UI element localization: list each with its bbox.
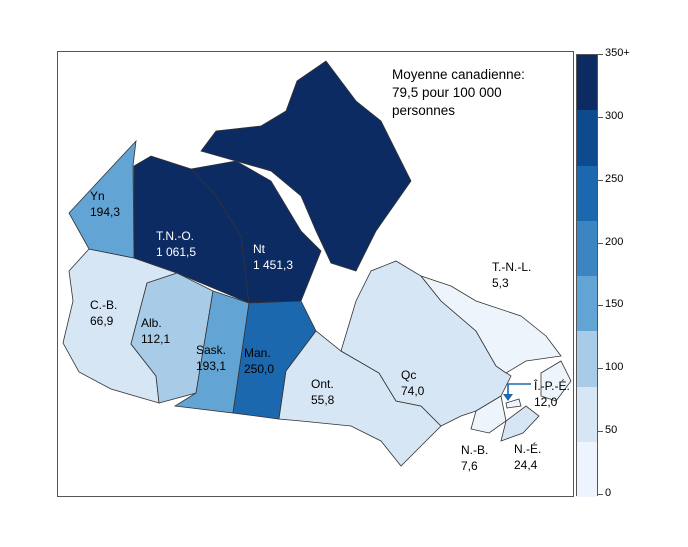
label-nb-name: N.-B.: [461, 443, 489, 457]
national-average-line2: 79,5 pour 100 000: [392, 85, 502, 100]
ipe-pointer-arrow: [503, 394, 513, 401]
legend-swatch: [577, 55, 597, 111]
label-ipe-name: Î.-P.-É.: [534, 379, 570, 393]
label-sask: Sask. 193,1: [196, 342, 226, 374]
legend-tick-label: 150: [605, 298, 624, 311]
legend-swatch: [577, 165, 597, 221]
label-nb-value: 7,6: [461, 459, 478, 473]
label-ne: N.-É. 24,4: [514, 441, 541, 473]
label-tno-value: 1 061,5: [156, 245, 197, 259]
label-nt-name: Nt: [253, 242, 265, 256]
label-man-value: 250,0: [244, 362, 275, 376]
legend-tick: [598, 431, 603, 433]
legend-tick-label: 350+: [605, 47, 630, 59]
label-qc: Qc 74,0: [401, 367, 424, 399]
label-sask-value: 193,1: [196, 359, 227, 373]
legend-swatch: [577, 110, 597, 166]
label-ipe: Î.-P.-É. 12,0: [534, 378, 570, 410]
label-man: Man. 250,0: [244, 345, 274, 377]
label-yn-name: Yn: [90, 189, 105, 203]
legend-tick-label: 250: [605, 172, 624, 185]
label-ont-value: 55,8: [311, 393, 335, 407]
legend-tick: [598, 368, 603, 370]
national-average-line1: Moyenne canadienne:: [392, 67, 525, 82]
canada-map: [62, 60, 572, 467]
legend-swatch: [577, 220, 597, 276]
legend-swatch: [577, 276, 597, 332]
legend-tick-label: 0: [605, 487, 612, 499]
region-nb[interactable]: [470, 395, 507, 434]
label-sask-name: Sask.: [196, 343, 227, 357]
legend-swatch: [577, 441, 597, 497]
label-man-name: Man.: [244, 346, 271, 360]
label-yn-value: 194,3: [90, 205, 121, 219]
label-tnl-name: T.-N.-L.: [492, 260, 532, 274]
label-alb-value: 112,1: [141, 332, 171, 346]
label-ne-name: N.-É.: [514, 442, 542, 456]
label-yn: Yn 194,3: [90, 188, 120, 220]
region-nt-mainland[interactable]: [190, 160, 322, 304]
region-qc[interactable]: [340, 260, 512, 427]
region-nt-islands[interactable]: [200, 60, 412, 272]
label-alb-name: Alb.: [141, 316, 162, 330]
label-ont: Ont. 55,8: [311, 376, 334, 408]
region-tnl[interactable]: [419, 275, 562, 374]
legend-swatch: [577, 386, 597, 442]
label-cb-value: 66,9: [90, 314, 114, 328]
label-qc-name: Qc: [401, 368, 417, 382]
label-cb: C.-B. 66,9: [90, 297, 117, 329]
legend-swatch: [577, 331, 597, 387]
legend-tick: [598, 494, 603, 495]
label-ipe-value: 12,0: [534, 395, 558, 409]
legend-tick-label: 100: [605, 361, 624, 374]
region-tnl-island[interactable]: [540, 360, 572, 402]
label-ne-value: 24,4: [514, 458, 538, 472]
national-average-note: Moyenne canadienne: 79,5 pour 100 000 pe…: [392, 66, 525, 120]
legend-tick: [598, 54, 603, 55]
label-ont-name: Ont.: [311, 377, 334, 391]
label-tnl: T.-N.-L. 5,3: [492, 259, 531, 291]
legend-tick: [598, 116, 603, 118]
label-tnl-value: 5,3: [492, 276, 509, 290]
ipe-pointer: [507, 383, 531, 399]
label-nt-value: 1 451,3: [253, 258, 294, 272]
region-sask[interactable]: [173, 290, 250, 414]
legend-tick-label: 50: [605, 424, 618, 437]
label-nt: Nt 1 451,3: [253, 241, 293, 273]
legend-tick: [598, 242, 603, 244]
region-alb[interactable]: [130, 272, 214, 404]
legend-tick: [598, 179, 603, 181]
legend-color-bar: [576, 54, 598, 497]
label-tno-name: T.N.-O.: [156, 229, 194, 243]
region-yn[interactable]: [68, 139, 137, 259]
label-alb: Alb. 112,1: [141, 315, 170, 347]
label-tno: T.N.-O. 1 061,5: [156, 228, 196, 260]
label-cb-name: C.-B.: [90, 298, 118, 312]
region-ipe[interactable]: [505, 398, 522, 409]
legend-tick-label: 200: [605, 235, 624, 248]
map-frame: [57, 51, 574, 497]
legend-tick-label: 300: [605, 109, 624, 122]
region-ne[interactable]: [500, 405, 540, 442]
label-nb: N.-B. 7,6: [461, 442, 488, 474]
national-average-line3: personnes: [392, 103, 456, 118]
legend-tick: [598, 305, 603, 307]
label-qc-value: 74,0: [401, 384, 425, 398]
